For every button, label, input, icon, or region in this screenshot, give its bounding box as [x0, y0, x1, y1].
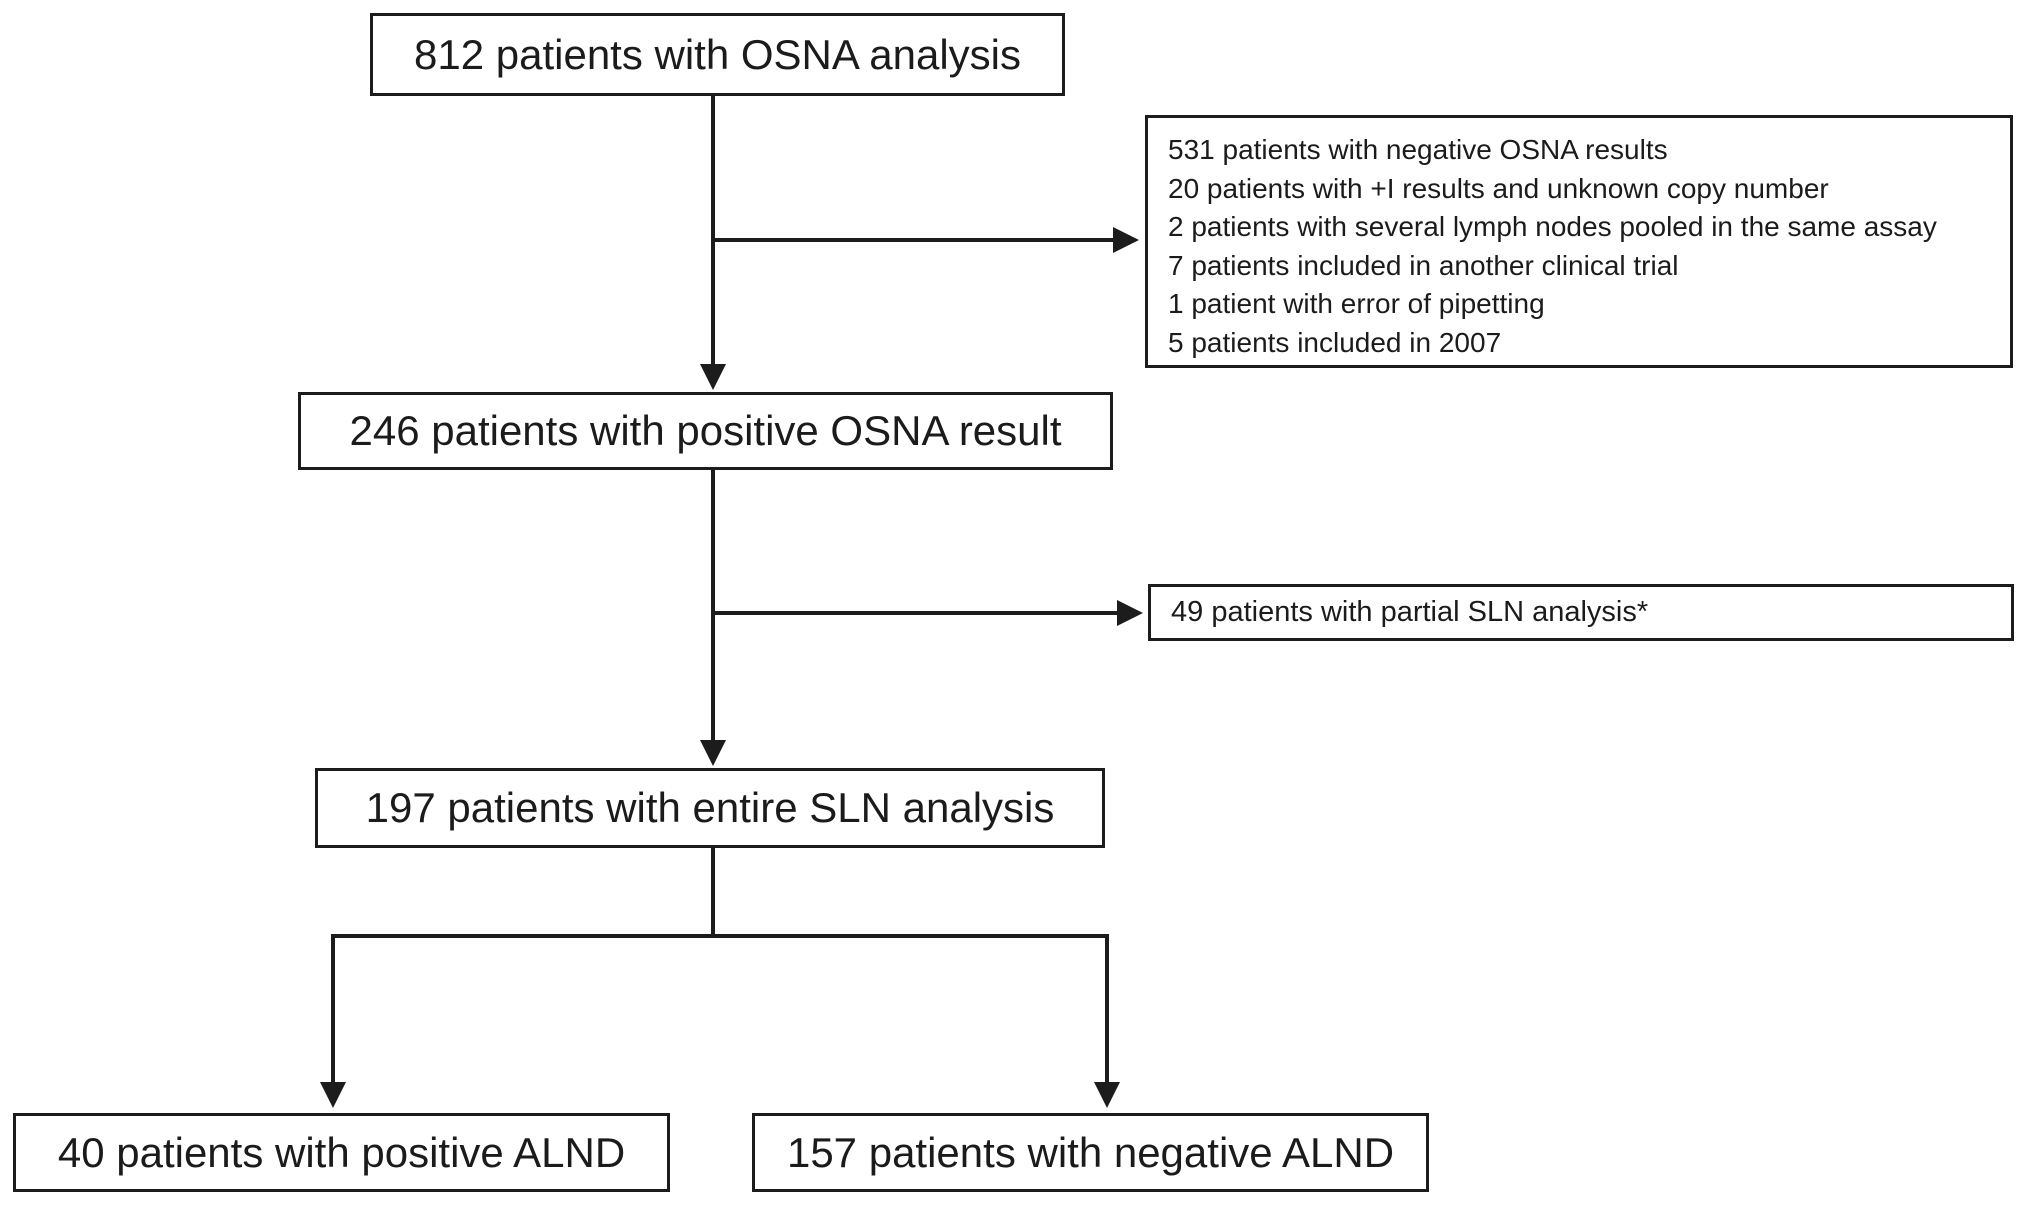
- node-osna-analysis-812: 812 patients with OSNA analysis: [370, 13, 1065, 96]
- connector-split-horizontal-bar: [331, 934, 1109, 938]
- arrowhead-into-positive-alnd: [320, 1082, 346, 1108]
- node-positive-osna-246: 246 patients with positive OSNA result: [298, 392, 1113, 470]
- node-exclusions: 531 patients with negative OSNA results …: [1145, 115, 2013, 368]
- exclusion-line-2: 20 patients with +I results and unknown …: [1168, 172, 1829, 204]
- exclusion-line-6: 5 patients included in 2007: [1168, 326, 1502, 358]
- connector-split-left-arm: [331, 934, 335, 1082]
- node-positive-alnd-40: 40 patients with positive ALND: [13, 1113, 670, 1192]
- exclusion-line-4: 7 patients included in another clinical …: [1168, 249, 1679, 281]
- connector-812-to-exclusions-line: [713, 238, 1113, 242]
- connector-812-to-246-line: [711, 96, 715, 364]
- connector-197-split-stem: [711, 848, 715, 938]
- node-partial-sln-49: 49 patients with partial SLN analysis*: [1148, 584, 2014, 641]
- arrowhead-into-exclusions: [1113, 227, 1139, 253]
- exclusion-line-1: 531 patients with negative OSNA results: [1168, 134, 1668, 165]
- arrowhead-into-negative-alnd: [1094, 1082, 1120, 1108]
- node-negative-alnd-157: 157 patients with negative ALND: [752, 1113, 1429, 1192]
- connector-246-to-197-line: [711, 470, 715, 740]
- connector-246-to-partial-line: [713, 611, 1117, 615]
- exclusion-line-5: 1 patient with error of pipetting: [1168, 288, 1545, 319]
- arrowhead-into-246: [700, 364, 726, 390]
- connector-split-right-arm: [1105, 934, 1109, 1082]
- arrowhead-into-197: [700, 740, 726, 766]
- node-entire-sln-197: 197 patients with entire SLN analysis: [315, 768, 1105, 848]
- exclusion-line-3: 2 patients with several lymph nodes pool…: [1168, 211, 1937, 242]
- arrowhead-into-partial: [1117, 600, 1143, 626]
